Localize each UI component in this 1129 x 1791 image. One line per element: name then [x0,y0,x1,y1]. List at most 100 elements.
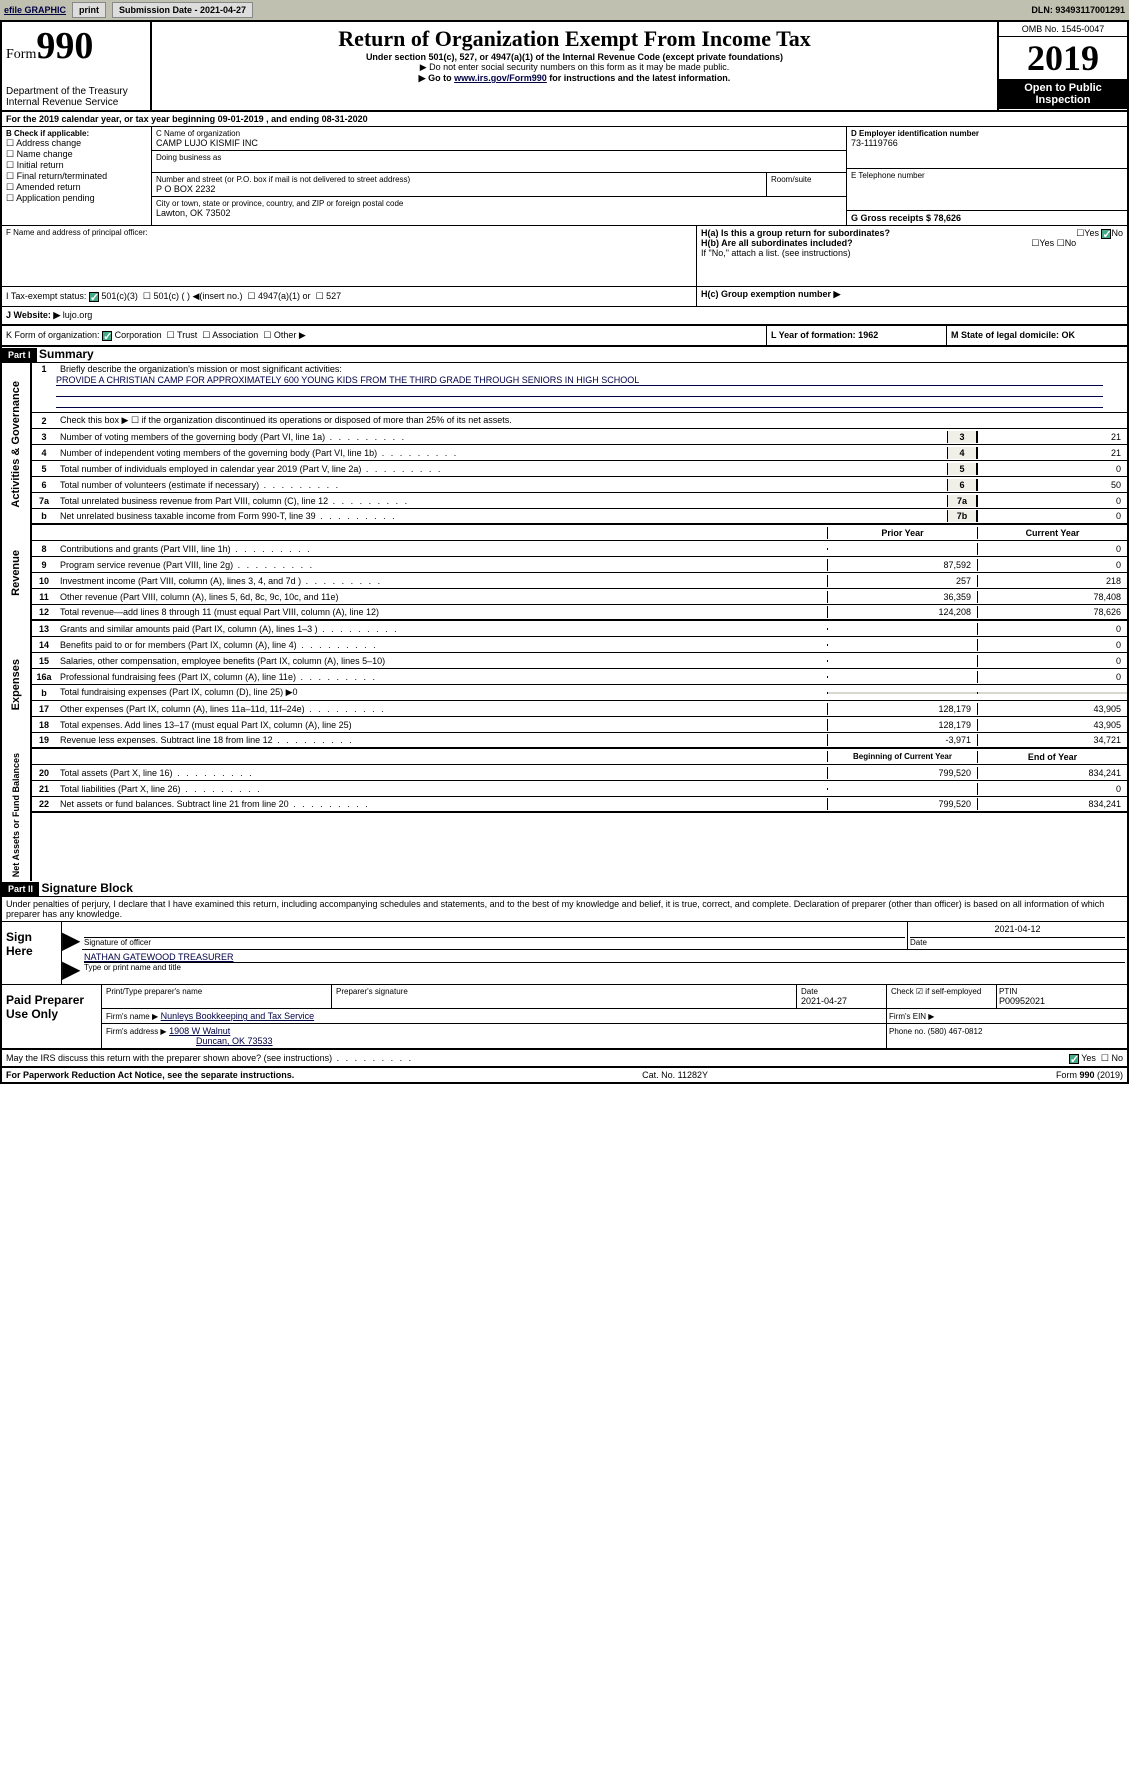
gov-label: Activities & Governance [8,377,24,512]
na-label: Net Assets or Fund Balances [9,749,23,881]
form-header: Form990 Department of the Treasury Inter… [2,22,1127,112]
website-label: J Website: ▶ [6,310,60,320]
l6-text: Total number of volunteers (estimate if … [56,479,947,491]
cat-no: Cat. No. 11282Y [642,1070,708,1080]
chk-name[interactable]: ☐ Name change [6,149,147,160]
opt-4947[interactable]: 4947(a)(1) or [258,291,311,301]
sign-here: Sign Here [2,922,62,984]
l19-cur: 34,721 [977,734,1127,746]
l4-text: Number of independent voting members of … [56,447,947,459]
chk-final[interactable]: ☐ Final return/terminated [6,171,147,182]
print-btn[interactable]: print [72,2,106,18]
l11-text: Other revenue (Part VIII, column (A), li… [56,591,827,603]
sig-officer-label: Signature of officer [84,938,905,947]
opt-527[interactable]: 527 [326,291,341,301]
l12-text: Total revenue—add lines 8 through 11 (mu… [56,606,827,618]
note-link: ▶ Go to www.irs.gov/Form990 for instruct… [419,73,731,83]
l11-prior: 36,359 [827,591,977,603]
l20-begin: 799,520 [827,767,977,779]
chk-corp[interactable] [102,331,112,341]
l16a-text: Professional fundraising fees (Part IX, … [56,671,827,683]
l8-cur: 0 [977,543,1127,555]
h-a: H(a) Is this a group return for subordin… [701,228,1123,238]
form-prefix: Form [6,47,36,62]
l3-text: Number of voting members of the governin… [56,431,947,443]
l10-cur: 218 [977,575,1127,587]
opt-assoc[interactable]: Association [212,330,258,340]
l16a-prior [827,676,977,678]
l9-cur: 0 [977,559,1127,571]
chk-501c3[interactable] [89,292,99,302]
part2-badge: Part II [2,882,39,896]
chk-amended[interactable]: ☐ Amended return [6,182,147,193]
l2-text: Check this box ▶ ☐ if the organization d… [56,414,1127,427]
perjury-text: Under penalties of perjury, I declare th… [2,897,1127,922]
self-employed: Check ☑ if self-employed [891,987,992,996]
l15-text: Salaries, other compensation, employee b… [56,655,827,667]
chk-pending[interactable]: ☐ Application pending [6,193,147,204]
l15-cur: 0 [977,655,1127,667]
l16a-cur: 0 [977,671,1127,683]
l10-text: Investment income (Part VIII, column (A)… [56,575,827,587]
l14-text: Benefits paid to or for members (Part IX… [56,639,827,651]
paid-preparer: Paid Preparer Use Only [2,985,102,1048]
l14-prior [827,644,977,646]
l18-cur: 43,905 [977,719,1127,731]
l8-prior [827,548,977,550]
l22-text: Net assets or fund balances. Subtract li… [56,798,827,810]
dln: DLN: 93493117001291 [1031,5,1125,15]
l9-text: Program service revenue (Part VIII, line… [56,559,827,571]
pra-notice: For Paperwork Reduction Act Notice, see … [6,1070,294,1080]
discuss-yes[interactable] [1069,1054,1079,1064]
l7a-text: Total unrelated business revenue from Pa… [56,495,947,507]
ha-no-checked[interactable] [1101,229,1111,239]
website[interactable]: lujo.org [63,310,93,320]
tax-status-label: I Tax-exempt status: [6,291,86,301]
l16b-cur-shade [977,692,1127,694]
chk-initial[interactable]: ☐ Initial return [6,160,147,171]
mission: PROVIDE A CHRISTIAN CAMP FOR APPROXIMATE… [56,375,1103,386]
l21-end: 0 [977,783,1127,795]
prep-date-label: Date [801,987,882,996]
l21-text: Total liabilities (Part X, line 26) [56,783,827,795]
irs: Internal Revenue Service [6,97,146,108]
ptin-label: PTIN [999,987,1125,996]
org-addr: P O BOX 2232 [156,184,762,194]
dba-label: Doing business as [156,153,842,162]
org-name: CAMP LUJO KISMIF INC [156,138,842,148]
efile-link[interactable]: efile GRAPHIC [4,5,66,15]
l15-prior [827,660,977,662]
sig-date: 2021-04-12 [910,924,1125,938]
dept: Department of the Treasury [6,86,146,97]
l4-val: 21 [977,447,1127,459]
part2-title: Signature Block [42,881,133,895]
l5-text: Total number of individuals employed in … [56,463,947,475]
form-number: 990 [36,25,93,67]
part1-title: Summary [39,347,94,361]
city-label: City or town, state or province, country… [156,199,842,208]
l11-cur: 78,408 [977,591,1127,603]
opt-trust[interactable]: Trust [177,330,197,340]
h-b-note: If "No," attach a list. (see instruction… [701,248,1123,258]
opt-other[interactable]: Other ▶ [274,330,306,340]
l16b-prior-shade [827,692,977,694]
ein: 73-1119766 [851,138,1123,148]
current-year-hdr: Current Year [977,527,1127,539]
l6-val: 50 [977,479,1127,491]
firm-name-label: Firm's name ▶ [106,1012,158,1021]
officer-name: NATHAN GATEWOOD TREASURER [84,952,1125,963]
l19-prior: -3,971 [827,734,977,746]
l5-val: 0 [977,463,1127,475]
l7a-val: 0 [977,495,1127,507]
l18-text: Total expenses. Add lines 13–17 (must eq… [56,719,827,731]
firm-phone: Phone no. (580) 467-0812 [889,1027,982,1036]
l20-end: 834,241 [977,767,1127,779]
chk-address[interactable]: ☐ Address change [6,138,147,149]
l17-text: Other expenses (Part IX, column (A), lin… [56,703,827,715]
l8-text: Contributions and grants (Part VIII, lin… [56,543,827,555]
firm-ein-label: Firm's EIN ▶ [889,1012,934,1021]
submission-date: Submission Date - 2021-04-27 [112,2,253,18]
gross-receipts: G Gross receipts $ 78,626 [851,213,961,223]
room-label: Room/suite [771,175,842,184]
opt-501c[interactable]: 501(c) ( ) ◀(insert no.) [154,291,243,301]
